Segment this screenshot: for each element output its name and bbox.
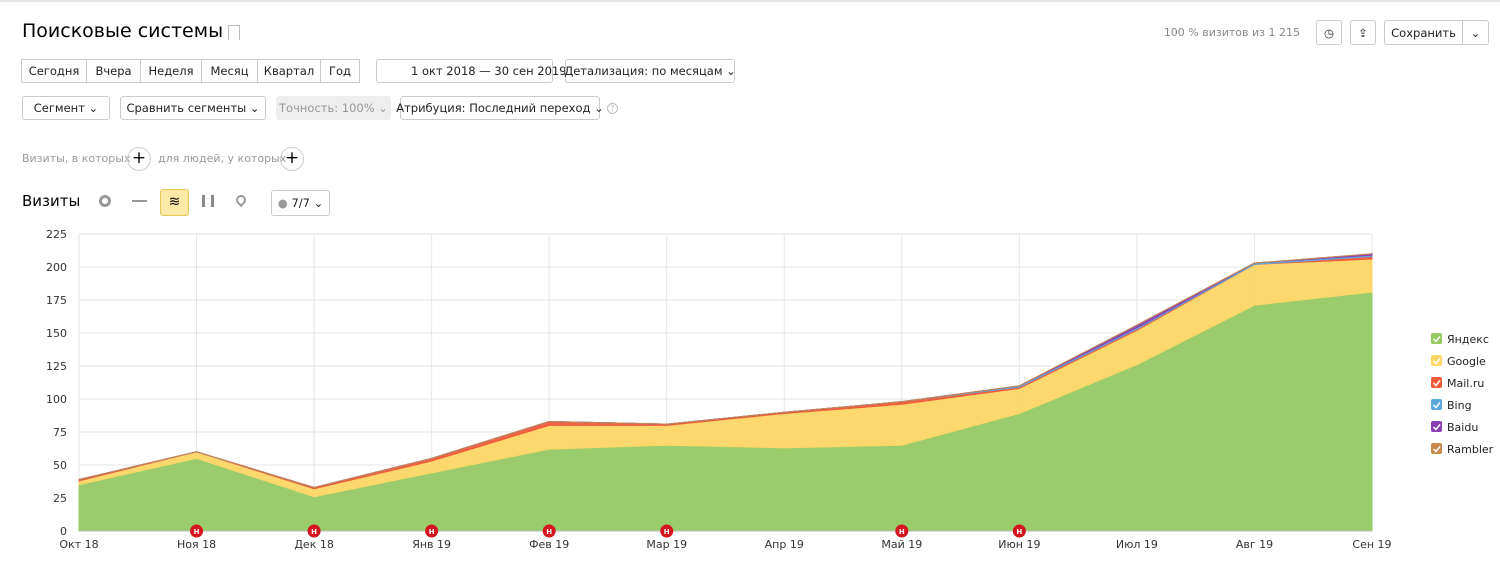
x-tick-label: Июл 19	[1116, 538, 1158, 551]
pie-icon[interactable]	[99, 195, 111, 207]
x-tick-label: Янв 19	[412, 538, 451, 551]
save-menu[interactable]: ⌄	[1462, 20, 1489, 45]
legend-swatch	[1431, 377, 1442, 388]
export-button[interactable]: ⇪	[1350, 20, 1376, 45]
legend-label: Яндекс	[1447, 333, 1489, 346]
legend-label: Mail.ru	[1447, 377, 1484, 390]
legend-swatch	[1431, 399, 1442, 410]
legend-check	[1432, 424, 1441, 431]
x-tick-label: Июн 19	[998, 538, 1040, 551]
legend-check	[1432, 380, 1441, 387]
period-button[interactable]: Неделя	[140, 59, 202, 83]
accuracy-label: Точность: 100%	[279, 101, 375, 115]
segment-label: Сегмент	[33, 101, 85, 115]
page-title: Поисковые системы	[22, 20, 224, 42]
history-button[interactable]: ◷	[1316, 20, 1342, 45]
legend-label: Baidu	[1447, 421, 1478, 434]
holiday-marker	[542, 524, 556, 538]
series-count: 7/7	[291, 196, 310, 210]
add-visit-condition[interactable]: +	[127, 147, 151, 171]
line-icon[interactable]	[132, 200, 147, 202]
holiday-marker	[425, 524, 439, 538]
add-people-condition[interactable]: +	[280, 147, 304, 171]
y-tick-label: 50	[53, 459, 67, 472]
accuracy-button[interactable]: Точность: 100% ⌄	[276, 96, 391, 120]
area-icon[interactable]: ≋	[160, 189, 189, 216]
legend-swatch	[1431, 333, 1442, 344]
holiday-label: Н	[429, 528, 435, 536]
area	[78, 253, 1373, 488]
legend-check	[1432, 358, 1441, 365]
y-tick-label: 75	[53, 426, 67, 439]
legend-swatch	[1431, 421, 1442, 432]
holiday-marker	[660, 524, 674, 538]
holiday-label: Н	[664, 528, 670, 536]
compare-button[interactable]: Сравнить сегменты ⌄	[120, 96, 266, 120]
legend-swatch	[1431, 443, 1442, 454]
y-tick-label: 150	[46, 327, 67, 340]
x-tick-label: Апр 19	[765, 538, 804, 551]
holiday-marker	[895, 524, 909, 538]
visits-share: 100 % визитов из 1 215	[1163, 26, 1300, 39]
top-border	[0, 0, 1500, 2]
annotations-button[interactable]: ● 7/7 ⌄	[271, 190, 330, 216]
period-button[interactable]: Год	[320, 59, 360, 83]
bookmark-icon[interactable]	[228, 25, 240, 40]
period-button[interactable]: Квартал	[257, 59, 321, 83]
attribution-label: Атрибуция: Последний переход	[396, 101, 591, 115]
detail-label: Детализация: по месяцам	[564, 64, 723, 78]
x-tick-label: Дек 18	[294, 538, 334, 551]
chart-title: Визиты	[22, 192, 81, 210]
y-tick-label: 175	[46, 294, 67, 307]
compare-label: Сравнить сегменты	[126, 101, 247, 115]
conditions-visits: Визиты, в которых	[22, 152, 131, 165]
y-tick-label: 125	[46, 360, 67, 373]
legend-check	[1432, 336, 1441, 343]
attribution-button[interactable]: Атрибуция: Последний переход ⌄	[396, 96, 604, 120]
legend-swatch	[1431, 355, 1442, 366]
x-tick-label: Фев 19	[529, 538, 569, 551]
conditions-people: для людей, у которых	[158, 152, 287, 165]
y-tick-label: 225	[46, 228, 67, 241]
period-button[interactable]: Вчера	[86, 59, 141, 83]
x-tick-label: Авг 19	[1236, 538, 1273, 551]
x-tick-label: Сен 19	[1352, 538, 1391, 551]
holiday-marker	[307, 524, 321, 538]
period-button[interactable]: Месяц	[201, 59, 258, 83]
holiday-marker	[1012, 524, 1026, 538]
x-tick-label: Май 19	[881, 538, 922, 551]
help-icon[interactable]: ?	[607, 103, 618, 114]
holiday-label: Н	[899, 528, 905, 536]
y-tick-label: 100	[46, 393, 67, 406]
x-tick-label: Ноя 18	[177, 538, 216, 551]
detail-select[interactable]: Детализация: по месяцам ⌄	[564, 59, 736, 83]
y-tick-label: 25	[53, 492, 67, 505]
segment-button[interactable]: Сегмент ⌄	[22, 96, 110, 120]
y-tick-label: 200	[46, 261, 67, 274]
legend-check	[1432, 402, 1441, 409]
legend-label: Rambler	[1447, 443, 1494, 456]
legend-check	[1432, 446, 1441, 453]
x-tick-label: Мар 19	[646, 538, 687, 551]
legend-label: Google	[1447, 355, 1486, 368]
period-button[interactable]: Сегодня	[21, 59, 87, 83]
holiday-label: Н	[1016, 528, 1022, 536]
holiday-label: Н	[194, 528, 200, 536]
bar-icon[interactable]	[202, 195, 214, 207]
holiday-marker	[190, 524, 204, 538]
date-range[interactable]: 1 окт 2018 — 30 сен 2019	[376, 59, 567, 83]
holiday-label: Н	[546, 528, 552, 536]
holiday-label: Н	[311, 528, 317, 536]
legend-label: Bing	[1447, 399, 1472, 412]
y-tick-label: 0	[60, 525, 67, 538]
x-tick-label: Окт 18	[59, 538, 98, 551]
